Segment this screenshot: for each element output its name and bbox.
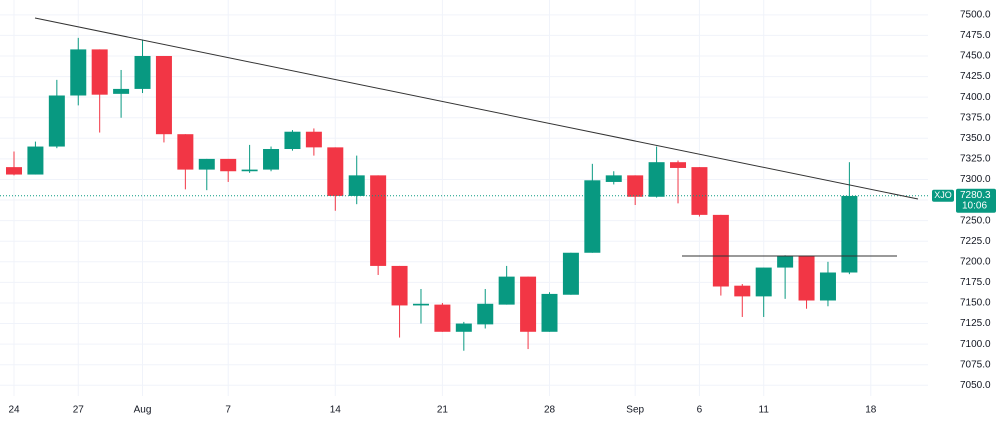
candle-body (520, 276, 537, 332)
x-tick-label: 18 (865, 405, 877, 416)
candle-body (91, 49, 108, 95)
candle-body (113, 88, 130, 94)
y-tick-label: 7475.0 (960, 30, 991, 41)
y-tick-label: 7225.0 (960, 236, 991, 247)
candle-body (370, 175, 387, 266)
y-tick-label: 7200.0 (960, 256, 991, 267)
candle-body (412, 303, 429, 306)
candle-body (670, 162, 687, 168)
axes: 7050.0 7075.0 7100.0 7125.0 7150.0 7175.0 7200… (8, 9, 996, 416)
x-tick-label: 11 (759, 405, 770, 416)
candle-body (134, 55, 151, 89)
candles (0, 37, 928, 351)
x-tick-label: 14 (330, 405, 342, 416)
grid (0, 0, 928, 396)
y-tick-label: 7050.0 (960, 380, 991, 391)
candle-body (841, 195, 858, 273)
candle-body (584, 180, 601, 253)
candle-body (627, 175, 644, 197)
candle-body (819, 272, 836, 301)
candle-body (305, 131, 322, 148)
candle-body (477, 303, 494, 325)
candle-body (434, 304, 451, 332)
candle-body (391, 265, 408, 306)
candle-body (777, 256, 794, 268)
y-tick-label: 7375.0 (960, 112, 991, 123)
candle-body (562, 252, 579, 295)
candle-body (648, 162, 665, 197)
y-tick-label: 7325.0 (960, 154, 991, 165)
price-tag (956, 188, 996, 213)
countdown-label: 10:06 (962, 200, 987, 211)
candle-body (348, 175, 365, 196)
x-tick-label: 28 (544, 405, 556, 416)
x-tick-label: 7 (225, 405, 231, 416)
candle-body (27, 146, 44, 175)
y-tick-label: 7425.0 (960, 71, 991, 82)
candle-body (220, 158, 237, 172)
candle-body (498, 276, 515, 305)
trend-line (34, 17, 919, 200)
candle-body (177, 134, 194, 170)
candle-body (605, 175, 622, 182)
y-tick-label: 7150.0 (960, 298, 991, 309)
y-tick-label: 7125.0 (960, 318, 991, 329)
y-tick-label: 7400.0 (960, 92, 991, 103)
x-tick-label: Aug (134, 405, 152, 416)
x-tick-label: 24 (8, 405, 20, 416)
y-tick-label: 7175.0 (960, 277, 991, 288)
x-tick-label: 27 (73, 405, 85, 416)
candle-body (155, 55, 172, 135)
y-tick-label: 7500.0 (960, 9, 991, 20)
candle-body (541, 293, 558, 332)
y-tick-label: 7450.0 (960, 51, 991, 62)
x-tick-label: 6 (697, 405, 703, 416)
symbol-tag (932, 189, 954, 202)
y-tick-label: 7100.0 (960, 339, 991, 350)
y-tick-label: 7250.0 (960, 215, 991, 226)
candle-body (798, 256, 815, 301)
candle-body (198, 158, 215, 170)
candle-body (48, 95, 65, 147)
candle-body (755, 267, 772, 297)
x-tick-label: 21 (437, 405, 449, 416)
y-tick-label: 7350.0 (960, 133, 991, 144)
candle-body (70, 49, 87, 96)
last-price-label: 7280.3 (960, 190, 991, 201)
y-tick-label: 7075.0 (960, 359, 991, 370)
candle-body (284, 131, 301, 150)
x-tick-label: Sep (626, 405, 644, 416)
symbol-label: XJO (934, 190, 952, 200)
candle-body (691, 167, 708, 215)
candle-body (263, 149, 280, 170)
candle-body (6, 167, 22, 175)
candle-body (455, 323, 472, 332)
candle-body (327, 147, 344, 196)
candle-body (734, 285, 751, 297)
candle-body (241, 169, 258, 172)
y-tick-label: 7300.0 (960, 174, 991, 185)
candle-body (712, 214, 729, 287)
